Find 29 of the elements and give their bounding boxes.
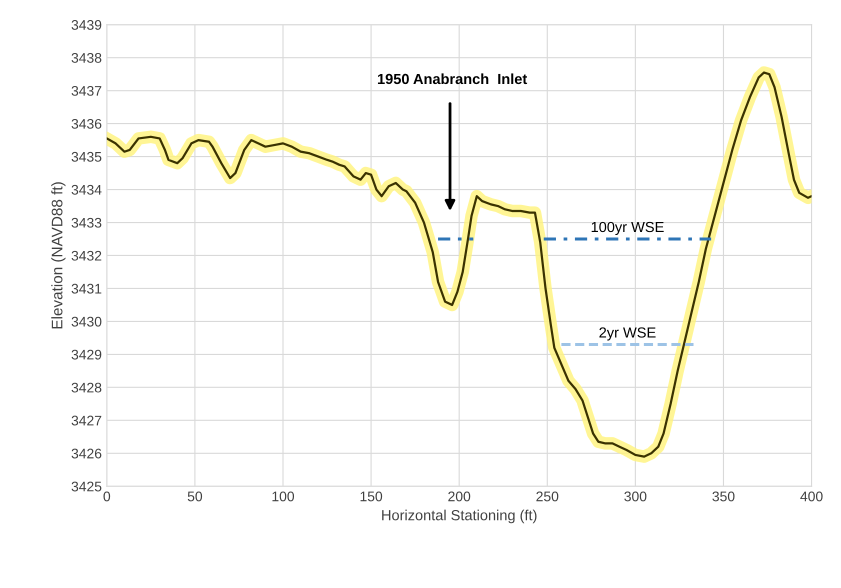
- x-tick-label: 150: [360, 492, 382, 502]
- annotation: 1950 Anabranch Inlet: [378, 73, 528, 84]
- x-tick-label: 350: [712, 492, 735, 502]
- x-tick-label: 200: [448, 492, 470, 502]
- series-label: 2yr WSE: [599, 327, 656, 341]
- y-tick-label: 3438: [72, 53, 102, 63]
- y-tick-label: 3435: [72, 152, 102, 162]
- x-tick-label: 300: [624, 492, 646, 502]
- y-tick-label: 3436: [72, 118, 102, 129]
- x-tick-label: 400: [800, 492, 823, 502]
- x-tick-label: 250: [536, 492, 558, 502]
- y-tick-label: 3433: [72, 218, 102, 228]
- x-tick-label: 50: [188, 492, 202, 502]
- y-axis-title: Elevation (NAVD88 ft): [51, 182, 66, 328]
- y-tick-label: 3432: [72, 250, 102, 261]
- x-axis-title: Horizontal Stationing (ft): [382, 510, 537, 524]
- y-tick-label: 3428: [72, 382, 102, 393]
- y-tick-label: 3439: [72, 20, 102, 30]
- y-tick-label: 3426: [72, 448, 102, 458]
- series-label: 100yr WSE: [592, 222, 664, 236]
- y-tick-label: 3427: [72, 416, 102, 426]
- y-tick-label: 3437: [72, 86, 102, 96]
- x-tick-label: 0: [103, 492, 110, 502]
- x-tick-label: 100: [272, 492, 294, 502]
- y-tick-label: 3434: [72, 184, 102, 195]
- y-tick-label: 3431: [72, 284, 102, 294]
- y-tick-label: 3425: [72, 482, 102, 492]
- y-tick-label: 3430: [72, 316, 102, 327]
- y-tick-label: 3429: [72, 350, 102, 360]
